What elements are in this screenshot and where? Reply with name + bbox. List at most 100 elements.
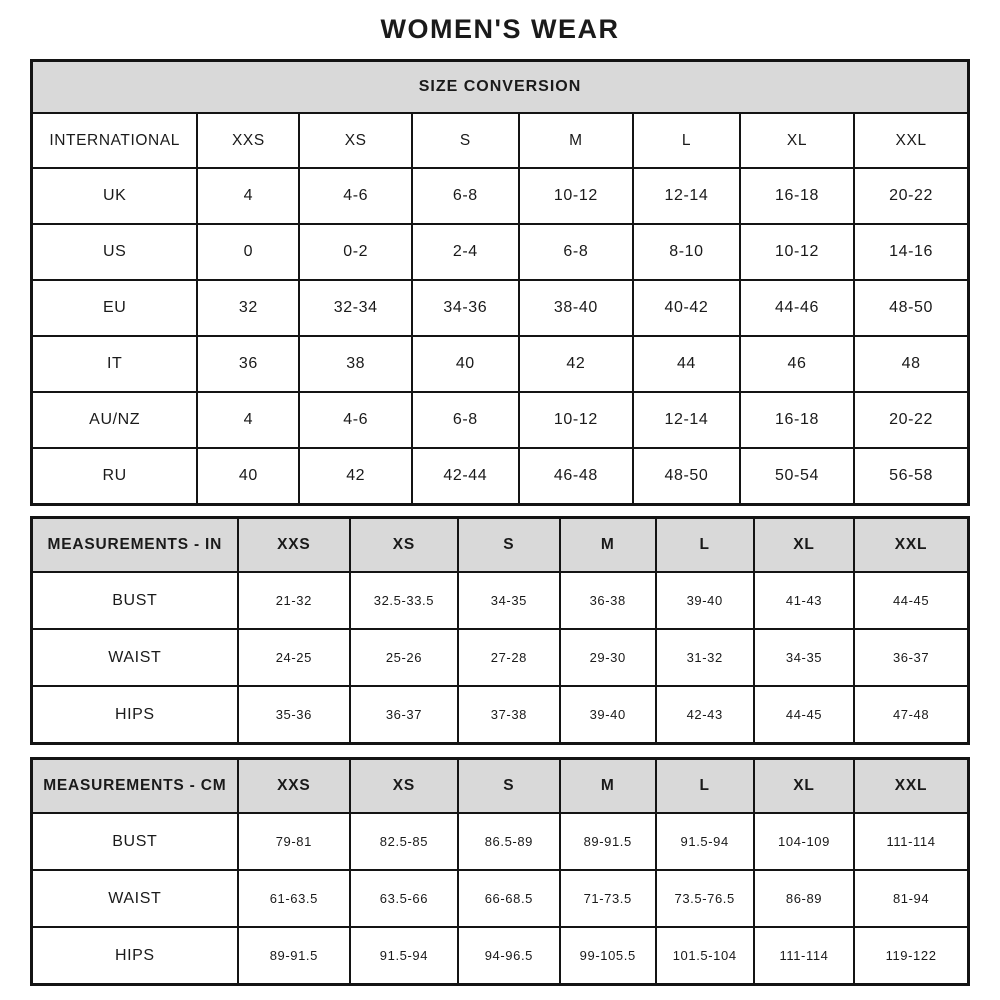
- measure-cell: 86.5-89: [456, 812, 561, 871]
- size-cell: 20-22: [853, 391, 970, 449]
- table-row: US 0 0-2 2-4 6-8 8-10 10-12 14-16: [30, 223, 970, 281]
- row-label: HIPS: [30, 685, 239, 745]
- column-header: XS: [349, 757, 459, 814]
- table-row: INTERNATIONAL XXS XS S M L XL XXL: [30, 112, 970, 169]
- row-label: EU: [30, 279, 199, 337]
- measure-cell: 119-122: [853, 926, 970, 986]
- size-cell: 48-50: [632, 447, 741, 506]
- size-cell: 40-42: [632, 279, 741, 337]
- column-header: MEASUREMENTS - IN: [30, 516, 239, 573]
- measure-cell: 91.5-94: [654, 812, 755, 871]
- size-cell: 46-48: [517, 447, 635, 506]
- column-header: XS: [349, 516, 459, 573]
- measure-cell: 36-38: [558, 571, 657, 630]
- measure-cell: 37-38: [456, 685, 561, 745]
- measure-cell: 79-81: [236, 812, 352, 871]
- column-header: XXL: [853, 516, 970, 573]
- measure-cell: 111-114: [752, 926, 856, 986]
- size-cell: 40: [410, 335, 520, 393]
- measure-cell: 32.5-33.5: [349, 571, 459, 630]
- measure-cell: 21-32: [236, 571, 352, 630]
- measure-cell: 25-26: [349, 628, 459, 687]
- row-label: AU/NZ: [30, 391, 199, 449]
- column-header: XXS: [236, 516, 352, 573]
- table-row: BUST 21-32 32.5-33.5 34-35 36-38 39-40 4…: [30, 571, 970, 630]
- row-label: US: [30, 223, 199, 281]
- table-row: HIPS 35-36 36-37 37-38 39-40 42-43 44-45…: [30, 685, 970, 745]
- size-cell: 40: [196, 447, 301, 506]
- size-cell: 0-2: [298, 223, 413, 281]
- table-row: HIPS 89-91.5 91.5-94 94-96.5 99-105.5 10…: [30, 926, 970, 986]
- measure-cell: 44-45: [752, 685, 856, 745]
- row-label: BUST: [30, 812, 239, 871]
- row-label: WAIST: [30, 628, 239, 687]
- measure-cell: 99-105.5: [558, 926, 657, 986]
- column-header: XXL: [853, 757, 970, 814]
- measure-cell: 61-63.5: [236, 869, 352, 928]
- measure-cell: 31-32: [654, 628, 755, 687]
- size-conversion-table: SIZE CONVERSION INTERNATIONAL XXS XS S M…: [30, 59, 970, 506]
- table-row: WAIST 61-63.5 63.5-66 66-68.5 71-73.5 73…: [30, 869, 970, 928]
- size-cell: 20-22: [853, 167, 970, 225]
- size-cell: 12-14: [632, 391, 741, 449]
- row-label: RU: [30, 447, 199, 506]
- size-cell: 46: [738, 335, 856, 393]
- table-row: WAIST 24-25 25-26 27-28 29-30 31-32 34-3…: [30, 628, 970, 687]
- table-row: RU 40 42 42-44 46-48 48-50 50-54 56-58: [30, 447, 970, 506]
- row-label: IT: [30, 335, 199, 393]
- column-header: MEASUREMENTS - CM: [30, 757, 239, 814]
- table-row: IT 36 38 40 42 44 46 48: [30, 335, 970, 393]
- size-cell: 4-6: [298, 167, 413, 225]
- measure-cell: 24-25: [236, 628, 352, 687]
- table-row: UK 4 4-6 6-8 10-12 12-14 16-18 20-22: [30, 167, 970, 225]
- column-header: L: [632, 112, 741, 169]
- measure-cell: 39-40: [654, 571, 755, 630]
- measure-cell: 86-89: [752, 869, 856, 928]
- measure-cell: 104-109: [752, 812, 856, 871]
- page-title: WOMEN'S WEAR: [380, 14, 620, 44]
- size-cell: 36: [196, 335, 301, 393]
- size-cell: 48-50: [853, 279, 970, 337]
- column-header: XS: [298, 112, 413, 169]
- size-cell: 34-36: [410, 279, 520, 337]
- column-header: M: [558, 516, 657, 573]
- measure-cell: 91.5-94: [349, 926, 459, 986]
- size-cell: 12-14: [632, 167, 741, 225]
- measure-cell: 29-30: [558, 628, 657, 687]
- column-header: L: [654, 516, 755, 573]
- table-row: SIZE CONVERSION: [30, 59, 970, 114]
- size-cell: 38-40: [517, 279, 635, 337]
- measure-cell: 36-37: [349, 685, 459, 745]
- measure-cell: 63.5-66: [349, 869, 459, 928]
- measure-cell: 82.5-85: [349, 812, 459, 871]
- column-header: S: [456, 516, 561, 573]
- table-row: MEASUREMENTS - CM XXS XS S M L XL XXL: [30, 757, 970, 814]
- column-header: XL: [738, 112, 856, 169]
- column-header: XXS: [236, 757, 352, 814]
- size-cell: 38: [298, 335, 413, 393]
- measure-cell: 27-28: [456, 628, 561, 687]
- size-cell: 16-18: [738, 391, 856, 449]
- size-cell: 10-12: [738, 223, 856, 281]
- size-cell: 2-4: [410, 223, 520, 281]
- row-label: UK: [30, 167, 199, 225]
- size-cell: 48: [853, 335, 970, 393]
- measure-cell: 34-35: [456, 571, 561, 630]
- row-label: WAIST: [30, 869, 239, 928]
- measure-cell: 35-36: [236, 685, 352, 745]
- size-cell: 32: [196, 279, 301, 337]
- table-row: MEASUREMENTS - IN XXS XS S M L XL XXL: [30, 516, 970, 573]
- measure-cell: 47-48: [853, 685, 970, 745]
- size-cell: 42-44: [410, 447, 520, 506]
- column-header: M: [517, 112, 635, 169]
- measure-cell: 44-45: [853, 571, 970, 630]
- measure-cell: 66-68.5: [456, 869, 561, 928]
- table-row: AU/NZ 4 4-6 6-8 10-12 12-14 16-18 20-22: [30, 391, 970, 449]
- column-header: INTERNATIONAL: [30, 112, 199, 169]
- measure-cell: 89-91.5: [558, 812, 657, 871]
- measure-cell: 36-37: [853, 628, 970, 687]
- column-header: S: [456, 757, 561, 814]
- column-header: XXS: [196, 112, 301, 169]
- measurements-cm-table: MEASUREMENTS - CM XXS XS S M L XL XXL BU…: [30, 757, 970, 986]
